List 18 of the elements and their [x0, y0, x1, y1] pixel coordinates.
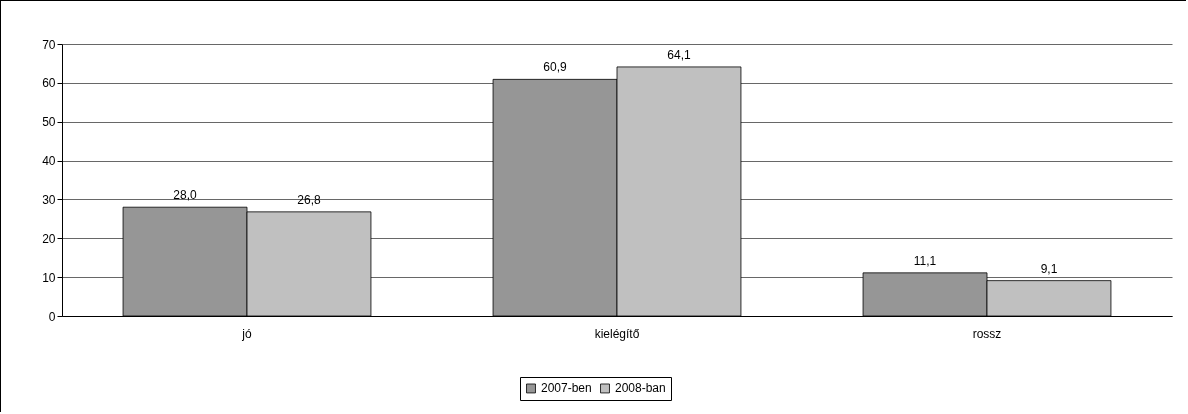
data-label: 28,0 [173, 188, 198, 203]
data-label: 64,1 [667, 47, 691, 62]
y-tick-label: 50 [42, 115, 56, 130]
y-tick-label: 20 [42, 231, 56, 246]
y-tick-label: 60 [42, 76, 56, 91]
data-label: 9,1 [1040, 261, 1058, 276]
x-tick-label: jó [241, 326, 252, 341]
legend-label: 2007-ben [541, 381, 592, 396]
legend-label: 2008-ban [615, 381, 666, 396]
x-tick-label: kielégítő [594, 326, 640, 341]
y-tick-label: 40 [42, 154, 56, 169]
y-tick-label: 30 [42, 192, 56, 207]
y-tick-label: 10 [42, 270, 56, 285]
x-tick-label: rossz [972, 326, 1002, 341]
y-tick-label: 70 [42, 37, 56, 52]
data-label: 60,9 [543, 60, 568, 75]
y-tick-label: 0 [48, 309, 56, 324]
data-label: 11,1 [913, 253, 937, 268]
